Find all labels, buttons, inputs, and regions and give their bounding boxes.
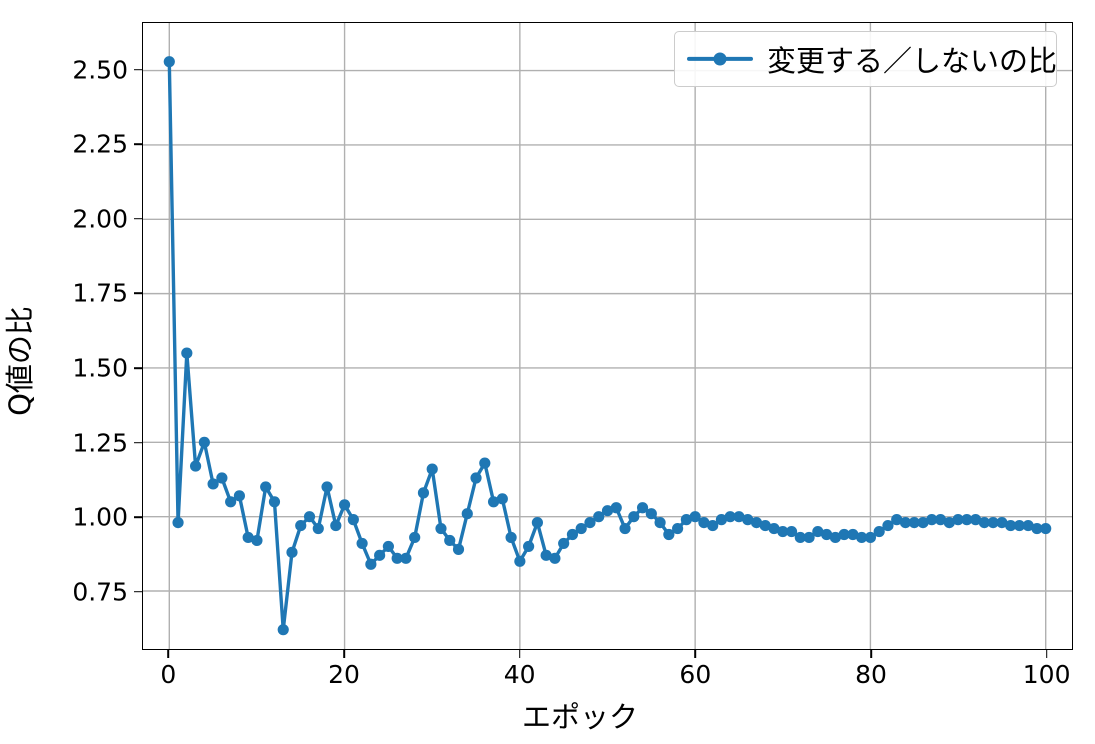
y-tick-label: 1.50 [72, 353, 128, 383]
x-axis-title: エポック [0, 694, 1095, 736]
legend-marker-icon [713, 52, 727, 66]
x-tick-mark [870, 650, 872, 658]
y-axis-tick-labels: 0.75 1.00 1.25 1.50 1.75 2.00 2.25 2.50 [0, 0, 128, 744]
y-tick-label: 1.75 [72, 278, 128, 308]
x-tick-label: 60 [679, 660, 712, 689]
legend-box[interactable]: 変更する／しないの比 [674, 31, 1057, 87]
data-series-line [163, 56, 1052, 636]
y-tick-label: 0.75 [72, 577, 128, 607]
x-tick-mark [343, 650, 345, 658]
x-tick-label: 80 [855, 660, 887, 689]
y-tick-label: 2.25 [72, 129, 128, 159]
grid-lines [143, 23, 1072, 649]
x-tick-mark [167, 650, 170, 658]
y-tick-mark [134, 143, 142, 146]
x-tick-label: 20 [328, 660, 360, 689]
x-axis-tick-marks [0, 650, 1095, 662]
y-tick-label: 2.50 [72, 55, 128, 85]
x-tick-label: 0 [160, 660, 177, 689]
y-tick-mark [134, 591, 142, 593]
legend-entry-label: 変更する／しないの比 [767, 44, 1058, 78]
x-axis-tick-labels: 0 20 40 60 80 100 [0, 660, 1095, 700]
y-tick-label: 1.25 [72, 428, 128, 458]
y-tick-mark [134, 68, 142, 71]
x-tick-mark [694, 650, 697, 658]
y-tick-mark [134, 292, 142, 295]
y-tick-mark [134, 218, 142, 220]
x-tick-label: 100 [1022, 660, 1071, 689]
plot-area [142, 22, 1073, 650]
y-tick-label: 2.00 [72, 204, 128, 234]
y-axis-title-text: Q値の比 [3, 306, 37, 416]
y-tick-mark [134, 441, 142, 444]
x-tick-mark [1045, 650, 1048, 658]
legend-line-sample [687, 49, 753, 69]
y-axis-title: Q値の比 [0, 0, 40, 744]
y-tick-mark [134, 367, 142, 369]
y-tick-mark [134, 516, 142, 519]
x-axis-title-text: エポック [521, 700, 638, 734]
y-axis-tick-marks [0, 0, 142, 744]
y-tick-label: 1.00 [72, 502, 128, 532]
x-tick-label: 40 [503, 660, 536, 689]
x-tick-mark [518, 650, 521, 658]
